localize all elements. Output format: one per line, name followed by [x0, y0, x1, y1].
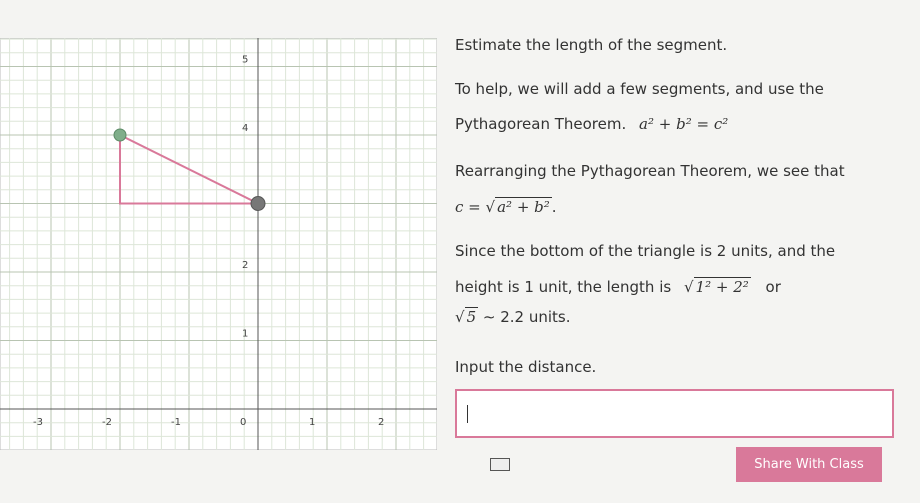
formula: 1² + 2² [693, 277, 751, 296]
y-tick-label: 5 [242, 55, 248, 66]
x-tick-label: 1 [309, 417, 315, 428]
radical: √ [455, 308, 465, 326]
keyboard-icon[interactable] [490, 458, 510, 471]
text: Pythagorean Theorem. [455, 115, 627, 133]
formula: c = [455, 198, 481, 216]
endpoint [113, 128, 127, 142]
x-tick-label: 0 [240, 417, 246, 428]
text-line: height is 1 unit, the length is √ 1² + 2²… [455, 277, 781, 296]
text: Since the bottom of the triangle is 2 un… [455, 242, 836, 260]
x-tick-label: -3 [33, 417, 43, 428]
formula: a² + b² = c² [639, 115, 729, 133]
radical: √ [683, 278, 694, 296]
graph: -3 -2 -1 0 1 2 5 4 2 1 [0, 38, 437, 450]
share-button[interactable]: Share With Class [736, 447, 882, 482]
x-tick-label: -1 [171, 417, 181, 428]
text: Input the distance. [455, 358, 597, 376]
y-tick-label: 1 [242, 329, 248, 340]
endpoint [250, 196, 266, 211]
x-tick-label: -2 [102, 417, 112, 428]
distance-input[interactable] [455, 389, 894, 438]
radical: √ [485, 198, 496, 216]
text-line: √ 5 ∼ 2.2 units. [455, 307, 571, 326]
formula: 5 [464, 307, 479, 326]
text: . [551, 198, 557, 216]
text: To help, we will add a few segments, and… [455, 80, 824, 98]
text: Rearranging the Pythagorean Theorem, we … [455, 162, 845, 180]
y-tick-label: 4 [242, 123, 248, 134]
formula: a² + b² [495, 197, 552, 216]
text-line: Pythagorean Theorem. a² + b² = c² [455, 115, 728, 133]
triangle-legs [119, 135, 258, 205]
graph-bg [0, 38, 437, 450]
x-tick-label: 2 [378, 417, 384, 428]
text: or [765, 278, 781, 296]
text: ∼ 2.2 units. [482, 308, 571, 326]
text: height is 1 unit, the length is [455, 278, 672, 296]
y-tick-label: 2 [242, 260, 248, 271]
prompt: Estimate the length of the segment. [455, 36, 728, 54]
formula-line: c = √ a² + b². [455, 197, 557, 216]
cursor [467, 405, 468, 423]
segment [119, 134, 259, 205]
